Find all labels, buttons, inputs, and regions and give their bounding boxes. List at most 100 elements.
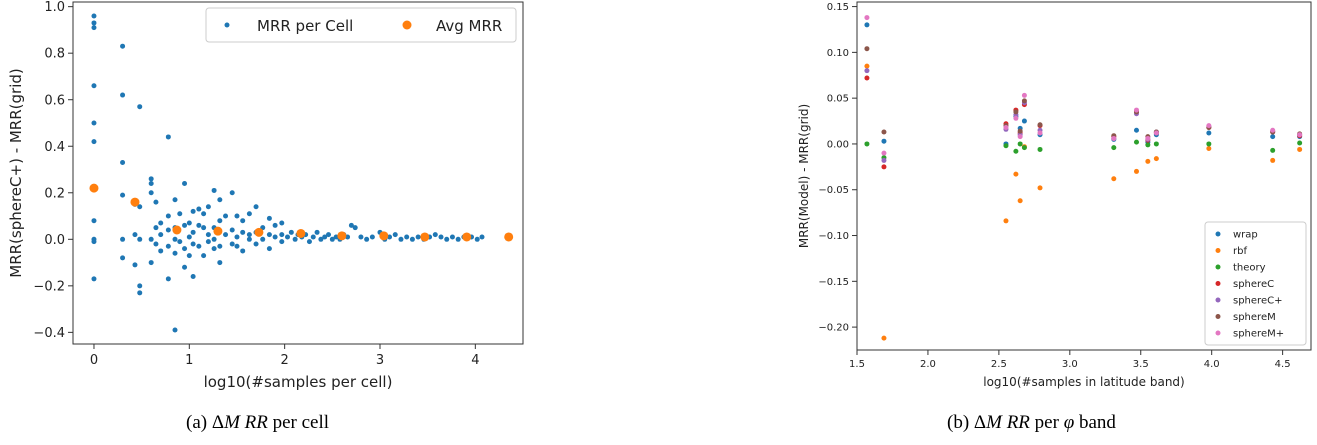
caption-a: (a) ΔM RR per cell bbox=[186, 412, 329, 434]
point-wrap bbox=[881, 138, 887, 144]
caption-b-delta: Δ bbox=[973, 412, 987, 433]
point-mrr-per-cell bbox=[190, 241, 196, 247]
caption-a-delta: Δ bbox=[211, 412, 225, 433]
point-mrr-per-cell bbox=[132, 262, 138, 268]
point-spherem bbox=[1013, 109, 1019, 115]
point-mrr-per-cell bbox=[229, 190, 235, 196]
point-mrr-per-cell bbox=[137, 204, 143, 210]
point-mrr-per-cell bbox=[217, 197, 223, 203]
point-spherem-plus bbox=[1111, 135, 1117, 141]
point-mrr-per-cell bbox=[211, 187, 217, 193]
point-theory bbox=[1206, 141, 1212, 147]
legend-label-spherec-plus: sphereC+ bbox=[1233, 296, 1282, 307]
point-mrr-per-cell bbox=[172, 327, 178, 333]
point-mrr-per-cell bbox=[229, 241, 235, 247]
point-rbf bbox=[1133, 168, 1139, 174]
point-mrr-per-cell bbox=[91, 13, 97, 19]
point-mrr-per-cell bbox=[120, 192, 126, 198]
point-mrr-per-cell bbox=[217, 260, 223, 266]
point-theory bbox=[1003, 143, 1009, 149]
point-mrr-per-cell bbox=[240, 248, 246, 254]
legend-swatch-rbf bbox=[1215, 248, 1221, 253]
point-mrr-per-cell bbox=[91, 83, 97, 89]
point-mrr-per-cell bbox=[201, 225, 207, 231]
point-mrr-per-cell bbox=[205, 232, 211, 238]
point-theory bbox=[1270, 147, 1276, 153]
point-mrr-per-cell bbox=[91, 20, 97, 26]
legend-label-avg-mrr: Avg MRR bbox=[436, 17, 502, 35]
point-spherec-plus bbox=[881, 157, 887, 163]
point-avg-mrr bbox=[130, 197, 140, 207]
point-mrr-per-cell bbox=[132, 232, 138, 238]
legend-label-wrap: wrap bbox=[1233, 230, 1258, 241]
point-mrr-per-cell bbox=[438, 234, 444, 240]
point-wrap bbox=[1270, 134, 1276, 140]
panel-a-x-tick-label: 4 bbox=[471, 353, 479, 368]
caption-b-prefix: (b) bbox=[947, 412, 974, 433]
point-mrr-per-cell bbox=[392, 232, 398, 238]
point-avg-mrr bbox=[379, 231, 389, 241]
point-mrr-per-cell bbox=[285, 234, 291, 240]
point-mrr-per-cell bbox=[234, 234, 240, 240]
caption-b: (b) ΔM RR per φ band bbox=[947, 412, 1116, 434]
point-mrr-per-cell bbox=[404, 234, 410, 240]
point-spherem bbox=[1017, 128, 1023, 134]
point-mrr-per-cell bbox=[182, 264, 188, 270]
panel-a-x-tick-label: 1 bbox=[185, 353, 193, 368]
legend-swatch-spherem bbox=[1215, 314, 1221, 319]
point-mrr-per-cell bbox=[205, 239, 211, 245]
point-mrr-per-cell bbox=[201, 253, 207, 259]
point-theory bbox=[1021, 145, 1027, 151]
point-mrr-per-cell bbox=[205, 204, 211, 210]
point-mrr-per-cell bbox=[240, 229, 246, 235]
legend-swatch-spherem-plus bbox=[1215, 330, 1221, 336]
caption-b-mid: per bbox=[1029, 412, 1064, 433]
point-mrr-per-cell bbox=[364, 236, 370, 242]
point-spherem-plus bbox=[1013, 115, 1019, 121]
panel-b-x-tick-label: 2.5 bbox=[991, 359, 1007, 370]
point-theory bbox=[1037, 146, 1043, 152]
point-mrr-per-cell bbox=[310, 234, 316, 240]
panel-b-y-ticks: −0.20 −0.15 −0.10 −0.05 0.00 0.05 0.10 0.15 bbox=[818, 2, 857, 334]
point-mrr-per-cell bbox=[172, 236, 178, 242]
panel-a-y-tick-label: 1.0 bbox=[44, 0, 65, 15]
point-avg-mrr bbox=[172, 225, 182, 235]
point-mrr-per-cell bbox=[182, 222, 188, 228]
point-mrr-per-cell bbox=[474, 236, 480, 242]
point-mrr-per-cell bbox=[158, 248, 164, 254]
point-mrr-per-cell bbox=[91, 218, 97, 224]
panel-a-x-tick-label: 2 bbox=[281, 353, 289, 368]
point-mrr-per-cell bbox=[91, 239, 97, 245]
panel-a-y-tick-label: −0.2 bbox=[33, 279, 65, 294]
panel-b-y-tick-label: −0.05 bbox=[818, 185, 849, 196]
panel-a-y-ticks: −0.4 −0.2 0.0 0.2 0.4 0.6 0.8 1.0 bbox=[33, 0, 73, 341]
panel-a-y-tick-label: 0.6 bbox=[44, 93, 65, 108]
legend-label-spherem: sphereM bbox=[1233, 312, 1276, 323]
panel-a-y-tick-label: 0.0 bbox=[44, 233, 65, 248]
point-mrr-per-cell bbox=[172, 197, 178, 203]
legend-swatch-avg-mrr bbox=[402, 20, 412, 30]
point-mrr-per-cell bbox=[279, 232, 285, 238]
point-spherec bbox=[881, 164, 887, 170]
point-mrr-per-cell bbox=[253, 204, 259, 210]
panel-b-x-tick-label: 3.0 bbox=[1062, 359, 1078, 370]
panel-b-y-tick-label: −0.10 bbox=[818, 231, 849, 242]
point-mrr-per-cell bbox=[240, 218, 246, 224]
point-wrap bbox=[864, 22, 870, 28]
point-spherem-plus bbox=[1153, 130, 1159, 136]
point-mrr-per-cell bbox=[148, 260, 154, 266]
point-mrr-per-cell bbox=[91, 25, 97, 31]
point-rbf bbox=[1111, 176, 1117, 182]
point-mrr-per-cell bbox=[153, 199, 159, 205]
point-avg-mrr bbox=[462, 232, 472, 242]
point-spherem-plus bbox=[1145, 135, 1151, 141]
panel-a-x-ticks: 0 1 2 3 4 bbox=[90, 344, 479, 368]
point-rbf bbox=[881, 335, 887, 341]
point-mrr-per-cell bbox=[358, 234, 364, 240]
point-mrr-per-cell bbox=[455, 236, 461, 242]
point-avg-mrr bbox=[504, 232, 514, 242]
point-mrr-per-cell bbox=[318, 236, 324, 242]
caption-a-suffix: per cell bbox=[267, 412, 330, 433]
point-mrr-per-cell bbox=[91, 120, 97, 126]
legend-swatch-mrr-per-cell bbox=[224, 22, 230, 28]
